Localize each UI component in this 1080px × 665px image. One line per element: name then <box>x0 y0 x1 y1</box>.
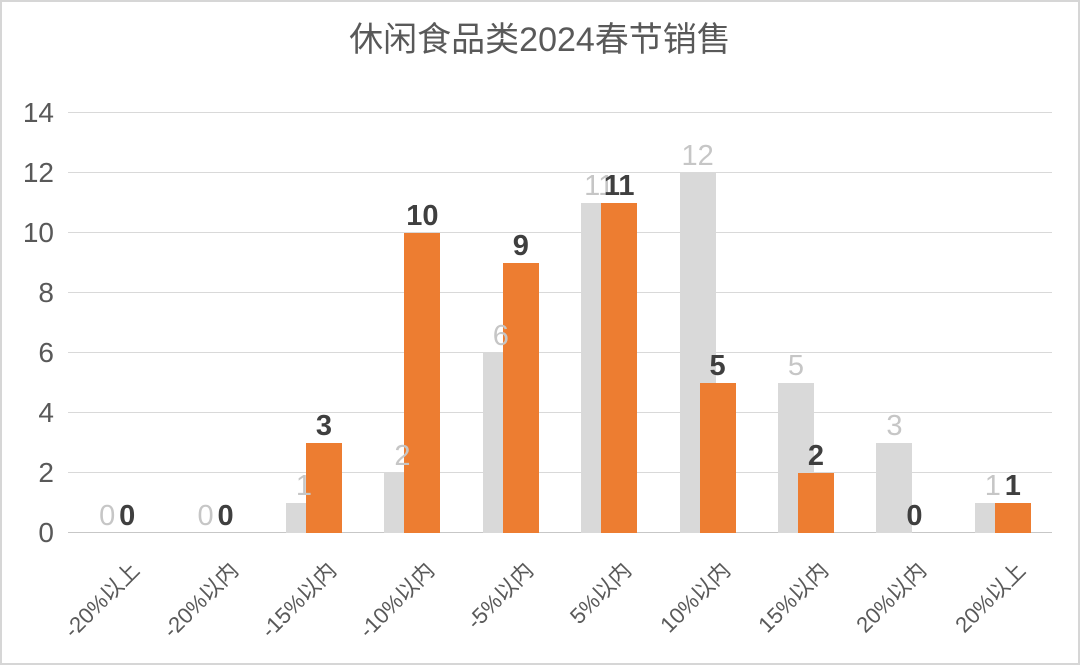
gray-bar-value-label: 0 <box>197 500 214 532</box>
y-axis-tick-label: 0 <box>38 517 54 548</box>
x-axis-tick-label: -20%以内 <box>157 557 243 643</box>
orange-bar-value-label: 0 <box>217 500 234 532</box>
orange-bar <box>306 443 342 533</box>
chart-title: 休闲食品类2024春节销售 <box>349 21 731 59</box>
orange-bar-value-label: 5 <box>709 350 726 382</box>
orange-bar-value-label: 3 <box>315 410 333 442</box>
orange-bar-value-label: 10 <box>406 200 439 232</box>
orange-bar-value-label: 0 <box>119 500 136 532</box>
orange-bar <box>699 383 736 533</box>
x-axis-tick-label: -20%以上 <box>59 557 145 643</box>
gray-bar-value-label: 11 <box>584 170 615 202</box>
y-axis-tick-label: 14 <box>22 97 54 128</box>
orange-bar <box>601 203 638 533</box>
gray-bar-value-label: 1 <box>984 470 1001 502</box>
orange-bar-value-label: 2 <box>807 440 825 472</box>
gridline <box>68 292 1052 293</box>
gridline <box>68 412 1052 413</box>
x-axis-tick-label: -10%以内 <box>354 557 440 643</box>
orange-bar-value-label: 9 <box>512 230 529 262</box>
orange-bar-value-label: 1 <box>1004 470 1021 502</box>
gridline <box>68 352 1052 353</box>
x-axis-tick-label: 20%以内 <box>851 557 932 638</box>
y-axis-tick-label: 10 <box>22 217 54 248</box>
gray-bar <box>876 443 913 533</box>
gridline <box>68 472 1052 473</box>
orange-bar-value-label: 11 <box>603 170 635 202</box>
gray-bar-value-label: 5 <box>787 350 805 382</box>
orange-bar <box>404 233 441 533</box>
orange-bar-value-label: 0 <box>906 500 923 532</box>
gridline <box>68 112 1052 113</box>
x-axis-tick-label: -15%以内 <box>256 557 342 643</box>
gray-bar-value-label: 2 <box>394 440 411 472</box>
orange-bar <box>798 473 834 533</box>
gray-bar-value-label: 1 <box>295 470 313 502</box>
gridline <box>68 232 1052 233</box>
gray-bar-value-label: 12 <box>681 140 714 172</box>
orange-bar <box>502 263 539 533</box>
orange-bar <box>994 503 1031 533</box>
y-axis-tick-label: 8 <box>38 277 54 308</box>
gridline <box>68 532 1052 533</box>
gray-bar-value-label: 6 <box>492 320 509 352</box>
gray-bar-value-label: 0 <box>99 500 116 532</box>
y-axis-tick-label: 4 <box>38 397 54 428</box>
gridline <box>68 172 1052 173</box>
y-axis-tick-label: 2 <box>38 457 54 488</box>
y-axis-tick-label: 6 <box>38 337 54 368</box>
x-axis-tick-label: 15%以内 <box>753 557 834 638</box>
gray-bar-value-label: 3 <box>886 410 903 442</box>
x-axis-tick-label: -5%以内 <box>461 557 539 634</box>
x-axis-tick-label: 10%以内 <box>654 557 735 638</box>
x-axis-tick-label: 5%以内 <box>565 557 637 629</box>
y-axis-tick-label: 12 <box>22 157 54 188</box>
x-axis-tick-label: 20%以上 <box>950 557 1031 638</box>
